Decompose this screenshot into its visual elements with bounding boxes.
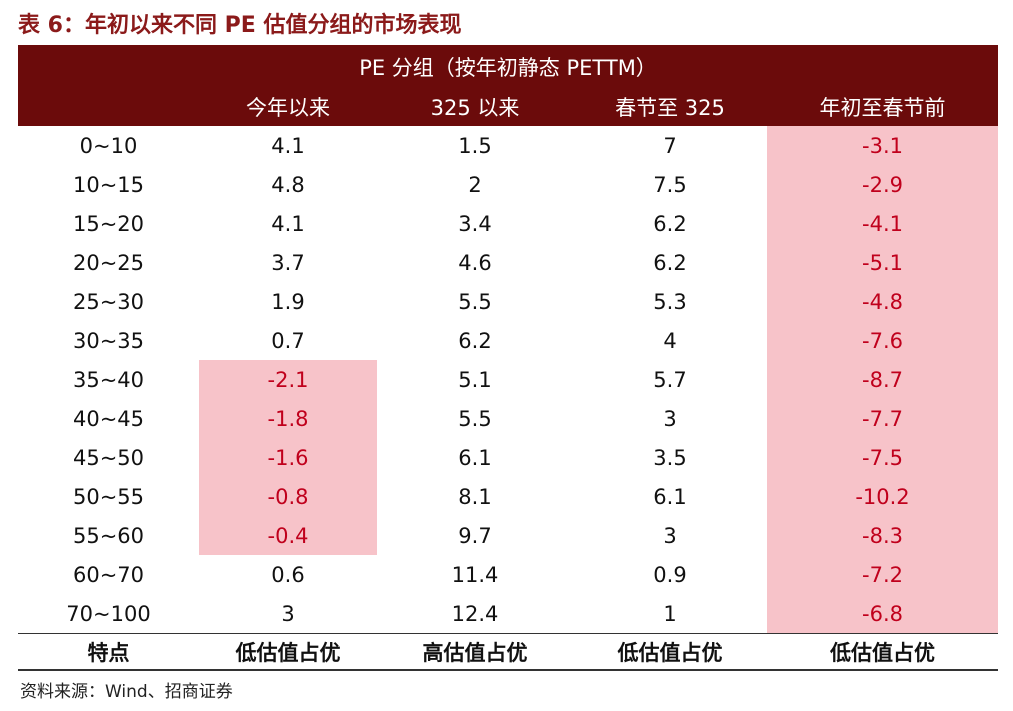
cell-ytd-to-festival: -7.2 bbox=[767, 555, 998, 594]
table-row: 60~70 0.6 11.4 0.9 -7.2 bbox=[18, 555, 998, 594]
cell-ytd-to-festival: -3.1 bbox=[767, 126, 998, 165]
cell-since-325: 4.6 bbox=[377, 243, 573, 282]
cell-range: 35~40 bbox=[18, 360, 199, 399]
cell-festival-to-325: 1 bbox=[573, 594, 767, 633]
cell-ytd: -0.4 bbox=[199, 516, 377, 555]
cell-range: 60~70 bbox=[18, 555, 199, 594]
cell-since-325: 9.7 bbox=[377, 516, 573, 555]
cell-ytd: -2.1 bbox=[199, 360, 377, 399]
cell-ytd: 1.9 bbox=[199, 282, 377, 321]
header-group-row: PE 分组（按年初静态 PETTM） bbox=[18, 45, 998, 88]
cell-ytd: -1.6 bbox=[199, 438, 377, 477]
cell-ytd: 4.1 bbox=[199, 126, 377, 165]
feature-ytd-to-festival: 低估值占优 bbox=[767, 634, 998, 669]
cell-ytd-to-festival: -7.6 bbox=[767, 321, 998, 360]
cell-since-325: 5.5 bbox=[377, 399, 573, 438]
cell-since-325: 6.1 bbox=[377, 438, 573, 477]
table-row: 50~55 -0.8 8.1 6.1 -10.2 bbox=[18, 477, 998, 516]
header-columns-row: 今年以来 325 以来 春节至 325 年初至春节前 bbox=[18, 88, 998, 126]
cell-since-325: 8.1 bbox=[377, 477, 573, 516]
cell-ytd-to-festival: -6.8 bbox=[767, 594, 998, 633]
cell-ytd: 3 bbox=[199, 594, 377, 633]
feature-festival-to-325: 低估值占优 bbox=[573, 634, 767, 669]
cell-festival-to-325: 6.1 bbox=[573, 477, 767, 516]
column-header-festival-to-325: 春节至 325 bbox=[573, 88, 767, 126]
cell-festival-to-325: 5.7 bbox=[573, 360, 767, 399]
table-row: 35~40 -2.1 5.1 5.7 -8.7 bbox=[18, 360, 998, 399]
cell-festival-to-325: 3 bbox=[573, 516, 767, 555]
column-header-since-325: 325 以来 bbox=[377, 88, 573, 126]
cell-range: 40~45 bbox=[18, 399, 199, 438]
feature-ytd: 低估值占优 bbox=[199, 634, 377, 669]
cell-ytd-to-festival: -8.3 bbox=[767, 516, 998, 555]
cell-range: 25~30 bbox=[18, 282, 199, 321]
cell-range: 55~60 bbox=[18, 516, 199, 555]
cell-range: 15~20 bbox=[18, 204, 199, 243]
cell-ytd: -0.8 bbox=[199, 477, 377, 516]
column-header-range bbox=[18, 88, 199, 126]
cell-ytd-to-festival: -7.5 bbox=[767, 438, 998, 477]
cell-ytd-to-festival: -5.1 bbox=[767, 243, 998, 282]
cell-ytd: 0.7 bbox=[199, 321, 377, 360]
column-header-ytd: 今年以来 bbox=[199, 88, 377, 126]
cell-ytd-to-festival: -4.1 bbox=[767, 204, 998, 243]
cell-ytd: 3.7 bbox=[199, 243, 377, 282]
cell-ytd-to-festival: -8.7 bbox=[767, 360, 998, 399]
cell-festival-to-325: 6.2 bbox=[573, 204, 767, 243]
cell-range: 0~10 bbox=[18, 126, 199, 165]
cell-since-325: 11.4 bbox=[377, 555, 573, 594]
cell-ytd-to-festival: -10.2 bbox=[767, 477, 998, 516]
cell-range: 20~25 bbox=[18, 243, 199, 282]
source-note: 资料来源：Wind、招商证券 bbox=[20, 679, 233, 705]
cell-festival-to-325: 7 bbox=[573, 126, 767, 165]
feature-label: 特点 bbox=[18, 634, 199, 669]
cell-festival-to-325: 0.9 bbox=[573, 555, 767, 594]
cell-since-325: 3.4 bbox=[377, 204, 573, 243]
cell-ytd-to-festival: -4.8 bbox=[767, 282, 998, 321]
table-row: 55~60 -0.4 9.7 3 -8.3 bbox=[18, 516, 998, 555]
feature-row: 特点 低估值占优 高估值占优 低估值占优 低估值占优 bbox=[18, 633, 998, 671]
cell-range: 45~50 bbox=[18, 438, 199, 477]
cell-festival-to-325: 4 bbox=[573, 321, 767, 360]
feature-since-325: 高估值占优 bbox=[377, 634, 573, 669]
cell-ytd: 4.8 bbox=[199, 165, 377, 204]
table-body: 0~10 4.1 1.5 7 -3.1 10~15 4.8 2 7.5 -2.9 15~20 4.1 3… bbox=[18, 126, 998, 633]
cell-since-325: 12.4 bbox=[377, 594, 573, 633]
table-row: 10~15 4.8 2 7.5 -2.9 bbox=[18, 165, 998, 204]
cell-festival-to-325: 5.3 bbox=[573, 282, 767, 321]
table-row: 15~20 4.1 3.4 6.2 -4.1 bbox=[18, 204, 998, 243]
header-group-label: PE 分组（按年初静态 PETTM） bbox=[18, 45, 998, 88]
cell-range: 30~35 bbox=[18, 321, 199, 360]
table-row: 40~45 -1.8 5.5 3 -7.7 bbox=[18, 399, 998, 438]
cell-range: 50~55 bbox=[18, 477, 199, 516]
cell-ytd: 0.6 bbox=[199, 555, 377, 594]
cell-since-325: 1.5 bbox=[377, 126, 573, 165]
cell-ytd: -1.8 bbox=[199, 399, 377, 438]
cell-festival-to-325: 6.2 bbox=[573, 243, 767, 282]
cell-since-325: 5.1 bbox=[377, 360, 573, 399]
cell-since-325: 5.5 bbox=[377, 282, 573, 321]
table-row: 0~10 4.1 1.5 7 -3.1 bbox=[18, 126, 998, 165]
table-title: 表 6：年初以来不同 PE 估值分组的市场表现 bbox=[18, 10, 461, 42]
cell-range: 70~100 bbox=[18, 594, 199, 633]
cell-festival-to-325: 3 bbox=[573, 399, 767, 438]
table-row: 45~50 -1.6 6.1 3.5 -7.5 bbox=[18, 438, 998, 477]
column-header-ytd-to-festival: 年初至春节前 bbox=[767, 88, 998, 126]
cell-since-325: 2 bbox=[377, 165, 573, 204]
cell-since-325: 6.2 bbox=[377, 321, 573, 360]
cell-ytd-to-festival: -7.7 bbox=[767, 399, 998, 438]
table-row: 25~30 1.9 5.5 5.3 -4.8 bbox=[18, 282, 998, 321]
cell-ytd-to-festival: -2.9 bbox=[767, 165, 998, 204]
cell-range: 10~15 bbox=[18, 165, 199, 204]
cell-ytd: 4.1 bbox=[199, 204, 377, 243]
table-row: 30~35 0.7 6.2 4 -7.6 bbox=[18, 321, 998, 360]
cell-festival-to-325: 3.5 bbox=[573, 438, 767, 477]
table-row: 70~100 3 12.4 1 -6.8 bbox=[18, 594, 998, 633]
table-row: 20~25 3.7 4.6 6.2 -5.1 bbox=[18, 243, 998, 282]
cell-festival-to-325: 7.5 bbox=[573, 165, 767, 204]
